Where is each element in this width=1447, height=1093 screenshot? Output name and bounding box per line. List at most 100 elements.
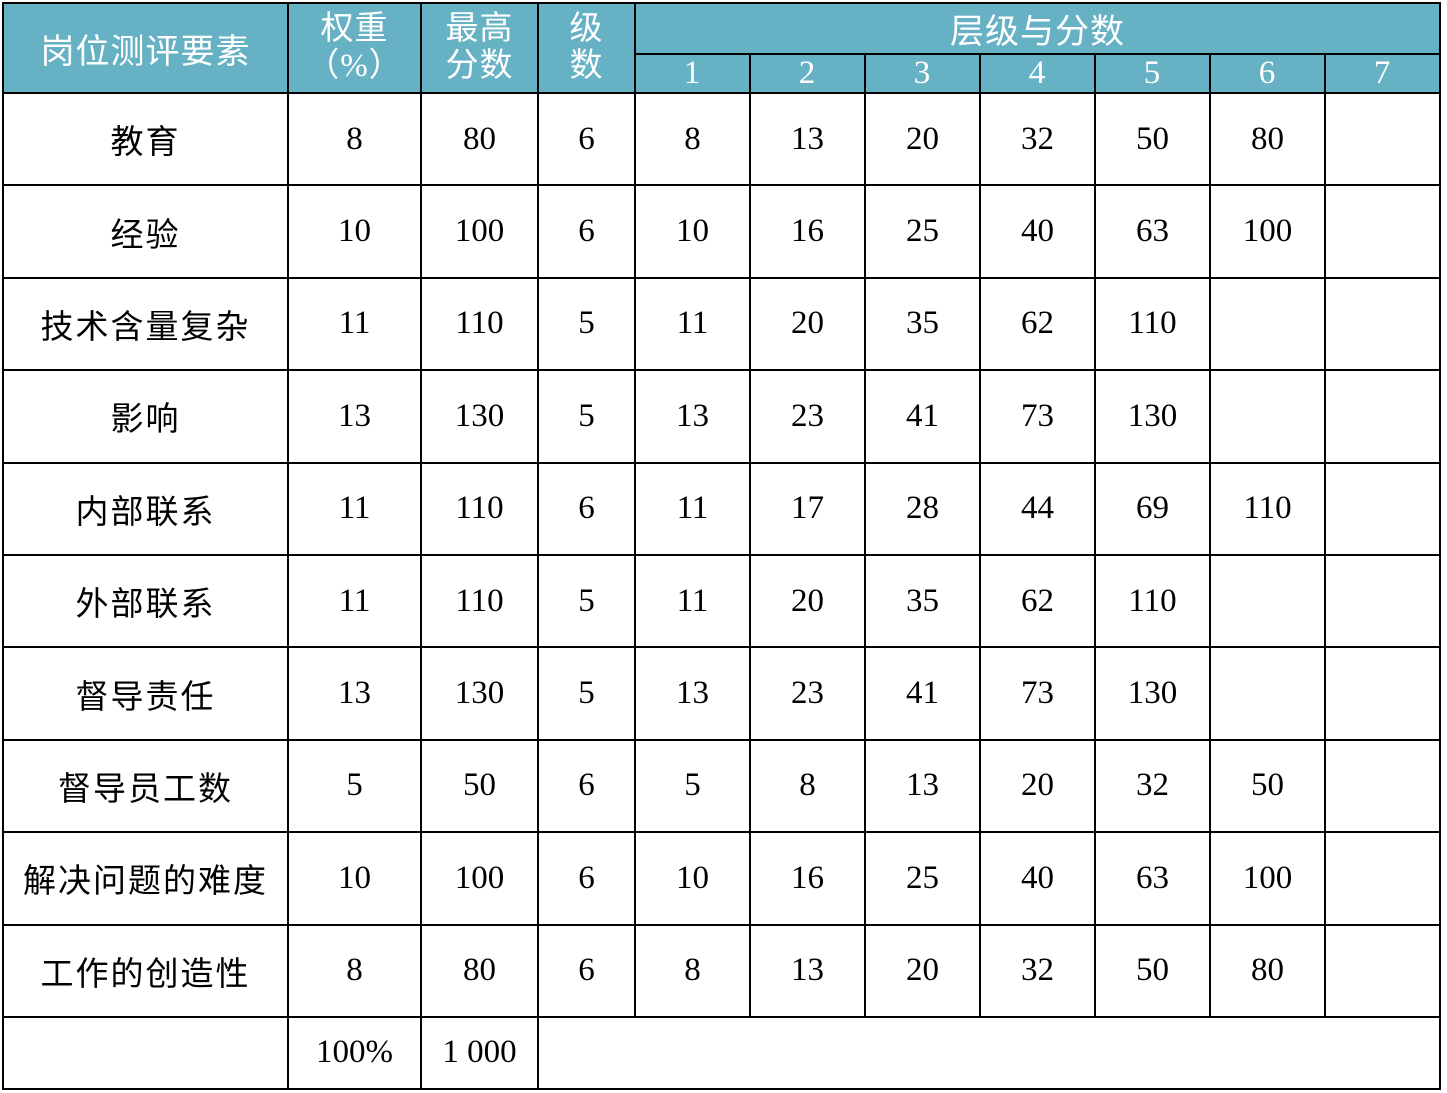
cell-level-score-5: 32 — [1094, 738, 1211, 834]
summary-cell-max-score-total: 1 000 — [420, 1015, 539, 1091]
cell-factor: 教育 — [2, 91, 289, 187]
header-level-count-line1: 级 — [569, 11, 604, 48]
cell-level-score-6: 80 — [1209, 91, 1326, 187]
cell-max-score: 130 — [420, 369, 539, 464]
cell-level-score-1: 10 — [634, 831, 751, 926]
cell-level-score-5: 110 — [1094, 276, 1211, 372]
cell-level-score-4: 40 — [979, 831, 1096, 926]
cell-level-score-3: 25 — [864, 831, 981, 926]
cell-weight: 13 — [287, 646, 422, 741]
cell-weight: 8 — [287, 91, 422, 187]
cell-factor: 工作的创造性 — [2, 923, 289, 1018]
header-factor: 岗位测评要素 — [2, 2, 289, 94]
table-row: 工作的创造性 8 80 6 8 13 20 32 50 80 — [2, 923, 1442, 1018]
header-row-levels: 1 2 3 4 5 6 7 — [3, 53, 1442, 94]
cell-level-score-6: 100 — [1209, 184, 1326, 279]
cell-level-count: 6 — [537, 184, 636, 279]
cell-level-score-3: 41 — [864, 646, 981, 741]
table-row: 经验 10 100 6 10 16 25 40 63 100 — [2, 184, 1442, 279]
cell-level-score-1: 11 — [634, 276, 751, 372]
cell-level-score-5: 63 — [1094, 184, 1211, 279]
cell-level-score-7 — [1323, 923, 1442, 1018]
cell-weight: 8 — [287, 923, 422, 1018]
header-level-count: 级 数 — [537, 2, 636, 94]
cell-level-score-3: 28 — [864, 461, 981, 556]
cell-level-score-1: 11 — [634, 553, 751, 649]
cell-weight: 5 — [287, 738, 422, 834]
cell-level-score-2: 23 — [749, 369, 866, 464]
cell-factor: 技术含量复杂 — [2, 276, 289, 372]
cell-level-score-6: 50 — [1209, 738, 1326, 834]
cell-level-score-3: 25 — [864, 184, 981, 279]
cell-level-score-3: 35 — [864, 276, 981, 372]
cell-level-score-4: 73 — [979, 646, 1096, 741]
cell-level-score-7 — [1323, 184, 1442, 279]
cell-level-count: 6 — [537, 831, 636, 926]
header-weight: 权重 （%） — [287, 2, 422, 94]
cell-level-score-1: 13 — [634, 369, 751, 464]
cell-level-count: 5 — [537, 369, 636, 464]
header-level-4: 4 — [979, 53, 1096, 94]
header-level-5: 5 — [1094, 53, 1211, 94]
table-body: 教育 8 80 6 8 13 20 32 50 80 经验 10 100 6 10 16 25 40 63 100 技术… — [2, 91, 1442, 1091]
cell-weight: 11 — [287, 276, 422, 372]
cell-weight: 11 — [287, 553, 422, 649]
cell-level-score-2: 13 — [749, 923, 866, 1018]
cell-level-score-6: 80 — [1209, 923, 1326, 1018]
cell-level-score-3: 41 — [864, 369, 981, 464]
cell-level-score-2: 16 — [749, 184, 866, 279]
cell-level-count: 5 — [537, 553, 636, 649]
table-row: 外部联系 11 110 5 11 20 35 62 110 — [2, 553, 1442, 649]
cell-factor: 督导责任 — [2, 646, 289, 741]
cell-level-score-3: 20 — [864, 923, 981, 1018]
cell-level-score-7 — [1323, 461, 1442, 556]
cell-level-score-5: 110 — [1094, 553, 1211, 649]
cell-max-score: 100 — [420, 184, 539, 279]
cell-max-score: 80 — [420, 91, 539, 187]
cell-level-score-1: 11 — [634, 461, 751, 556]
cell-max-score: 130 — [420, 646, 539, 741]
header-row-top: 岗位测评要素 权重 （%） 最高 分数 级 数 层级与分数 — [2, 2, 1442, 94]
cell-max-score: 80 — [420, 923, 539, 1018]
cell-level-score-6 — [1209, 646, 1326, 741]
header-max-score: 最高 分数 — [420, 2, 539, 94]
cell-level-score-1: 8 — [634, 923, 751, 1018]
cell-level-count: 6 — [537, 91, 636, 187]
cell-factor: 影响 — [2, 369, 289, 464]
cell-level-score-6 — [1209, 369, 1326, 464]
cell-level-score-6 — [1209, 553, 1326, 649]
header-level-count-line2: 数 — [569, 48, 604, 84]
cell-max-score: 100 — [420, 831, 539, 926]
cell-level-score-2: 17 — [749, 461, 866, 556]
table-row: 解决问题的难度 10 100 6 10 16 25 40 63 100 — [2, 831, 1442, 926]
cell-level-score-4: 40 — [979, 184, 1096, 279]
cell-level-score-2: 16 — [749, 831, 866, 926]
cell-level-count: 5 — [537, 646, 636, 741]
cell-level-score-2: 20 — [749, 553, 866, 649]
cell-level-score-2: 8 — [749, 738, 866, 834]
table-row: 影响 13 130 5 13 23 41 73 130 — [2, 369, 1442, 464]
cell-factor: 督导员工数 — [2, 738, 289, 834]
cell-level-score-1: 8 — [634, 91, 751, 187]
cell-level-score-2: 13 — [749, 91, 866, 187]
header-level-6: 6 — [1209, 53, 1326, 94]
cell-level-score-3: 35 — [864, 553, 981, 649]
cell-level-score-1: 13 — [634, 646, 751, 741]
cell-max-score: 110 — [420, 461, 539, 556]
cell-level-score-2: 23 — [749, 646, 866, 741]
cell-level-count: 6 — [537, 738, 636, 834]
cell-level-score-1: 10 — [634, 184, 751, 279]
cell-level-score-7 — [1323, 831, 1442, 926]
header-level-3: 3 — [864, 53, 981, 94]
cell-level-score-5: 130 — [1094, 646, 1211, 741]
cell-factor: 外部联系 — [2, 553, 289, 649]
cell-level-score-1: 5 — [634, 738, 751, 834]
cell-level-score-7 — [1323, 738, 1442, 834]
cell-factor: 内部联系 — [2, 461, 289, 556]
table-summary-row: 100% 1 000 — [2, 1015, 1442, 1091]
table-row: 内部联系 11 110 6 11 17 28 44 69 110 — [2, 461, 1442, 556]
cell-level-count: 6 — [537, 923, 636, 1018]
cell-level-score-4: 62 — [979, 276, 1096, 372]
cell-level-score-4: 20 — [979, 738, 1096, 834]
